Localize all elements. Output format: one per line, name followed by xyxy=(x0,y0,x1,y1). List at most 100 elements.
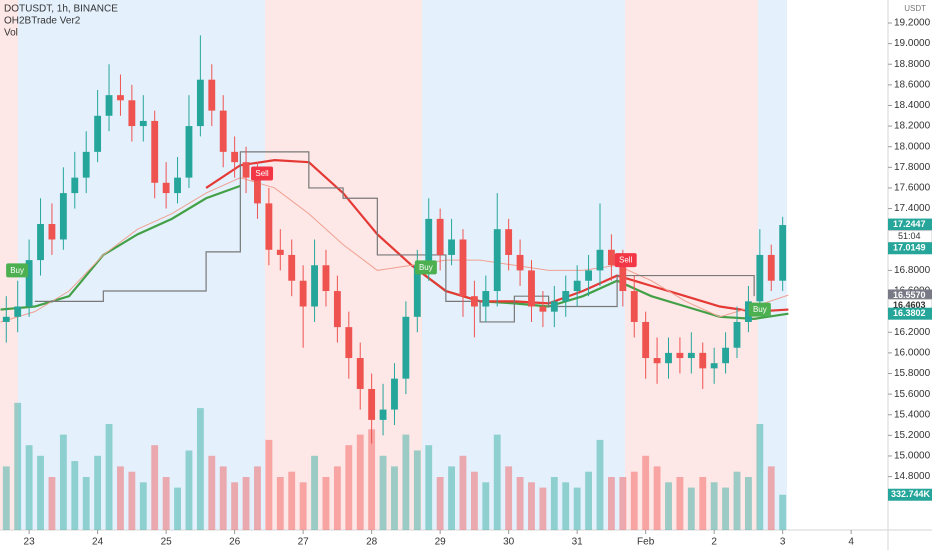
x-tick-label: Feb xyxy=(637,537,655,548)
price-label: 17.2447 xyxy=(893,219,926,229)
indicator-line xyxy=(0,177,789,323)
volume-bar xyxy=(436,477,444,530)
candle-body xyxy=(265,203,273,250)
countdown: 51:04 xyxy=(898,231,921,241)
signal-box xyxy=(748,302,771,317)
candle-body xyxy=(105,95,113,116)
volume-bar xyxy=(196,408,204,530)
volume-bar xyxy=(391,466,398,530)
volume-bar xyxy=(505,466,513,530)
x-tick-label: 31 xyxy=(572,537,584,548)
signal-label: Sell xyxy=(619,256,633,265)
volume-bar xyxy=(402,434,410,530)
volume-bar xyxy=(48,477,56,530)
y-tick-label: 18.8000 xyxy=(894,59,931,70)
y-tick-label: 16.8000 xyxy=(894,265,931,276)
volume-bar xyxy=(585,471,592,530)
volume-bar xyxy=(311,455,318,530)
candle-body xyxy=(2,316,10,322)
candle-body xyxy=(744,301,752,322)
candle-body xyxy=(482,291,490,307)
candle-body xyxy=(459,239,467,297)
signal-label: Buy xyxy=(10,266,24,275)
indicator-name: Vol xyxy=(4,28,18,39)
candle-body xyxy=(59,193,67,240)
volume-bar xyxy=(117,466,124,530)
candle-body xyxy=(231,151,239,163)
volume-bar xyxy=(2,466,10,530)
x-tick-label: 4 xyxy=(848,537,854,548)
x-tick-label: 3 xyxy=(780,537,786,548)
signal-label: Sell xyxy=(255,169,269,178)
candle-body xyxy=(642,321,650,359)
y-tick-label: 15.2000 xyxy=(894,430,931,441)
candle-body xyxy=(254,177,261,204)
candle-body xyxy=(539,306,547,312)
volume-bar xyxy=(482,482,490,530)
volume-bar xyxy=(162,477,170,530)
volume-bar xyxy=(379,455,387,530)
y-tick-label: 15.0000 xyxy=(894,451,931,462)
candle-body xyxy=(37,224,44,261)
x-tick-label: 23 xyxy=(24,537,36,548)
y-tick-label: 18.4000 xyxy=(894,100,931,111)
y-tick-label: 15.4000 xyxy=(894,409,931,420)
volume-bar xyxy=(14,402,22,530)
signal-label: Buy xyxy=(753,305,767,314)
candle-body xyxy=(162,182,170,194)
signal: Buy xyxy=(414,260,437,275)
volume-bar xyxy=(413,450,421,530)
volume-bar xyxy=(607,477,615,530)
volume-bar xyxy=(744,477,752,530)
y-tick-label: 17.6000 xyxy=(894,183,931,194)
candle-body xyxy=(470,296,478,307)
candle-body xyxy=(550,301,558,312)
price-label: 16.3802 xyxy=(893,308,926,318)
volume-bar xyxy=(528,482,535,530)
signal: Sell xyxy=(251,166,274,181)
price-label-box xyxy=(888,307,932,320)
candle-body xyxy=(94,115,102,152)
candle-body xyxy=(14,306,22,317)
x-tick-label: 24 xyxy=(92,537,104,548)
y-tick-label: 18.0000 xyxy=(894,141,931,152)
candle-body xyxy=(71,177,79,194)
signal-label: Buy xyxy=(419,263,433,272)
y-tick-label: 15.8000 xyxy=(894,368,931,379)
x-tick-label: 2 xyxy=(711,537,717,548)
candle-body xyxy=(653,358,661,364)
x-tick-label: 25 xyxy=(161,537,173,548)
volume-bar xyxy=(59,434,67,530)
candle-body xyxy=(276,249,284,255)
volume-bar xyxy=(345,445,353,530)
candle-body xyxy=(82,151,90,178)
candle-body xyxy=(676,352,684,359)
candle-body xyxy=(619,265,627,292)
candle-body xyxy=(139,120,147,127)
volume-bar xyxy=(425,445,433,530)
y-tick-label: 19.0000 xyxy=(894,38,931,49)
volume-bar xyxy=(105,424,113,530)
volume-bar xyxy=(516,477,524,530)
volume-bar xyxy=(174,487,181,530)
y-tick-label: 17.8000 xyxy=(894,162,931,173)
signal-box xyxy=(414,260,437,275)
candle-body xyxy=(219,110,227,152)
price-label: 16.5570 xyxy=(893,290,926,300)
x-tick-label: 28 xyxy=(366,537,378,548)
volume-bar xyxy=(767,466,775,530)
candle-body xyxy=(379,409,387,420)
candle-body xyxy=(665,352,672,364)
price-label: 17.0149 xyxy=(893,243,926,253)
candle-body xyxy=(368,388,376,420)
volume-bar xyxy=(642,455,650,530)
candle-body xyxy=(391,378,398,410)
candle-body xyxy=(311,265,318,307)
candle-body xyxy=(48,224,56,240)
candle-body xyxy=(322,265,330,292)
candle-body xyxy=(413,265,421,317)
volume-bar xyxy=(493,434,501,530)
volume-bar xyxy=(276,477,284,530)
candle-body xyxy=(402,316,410,379)
